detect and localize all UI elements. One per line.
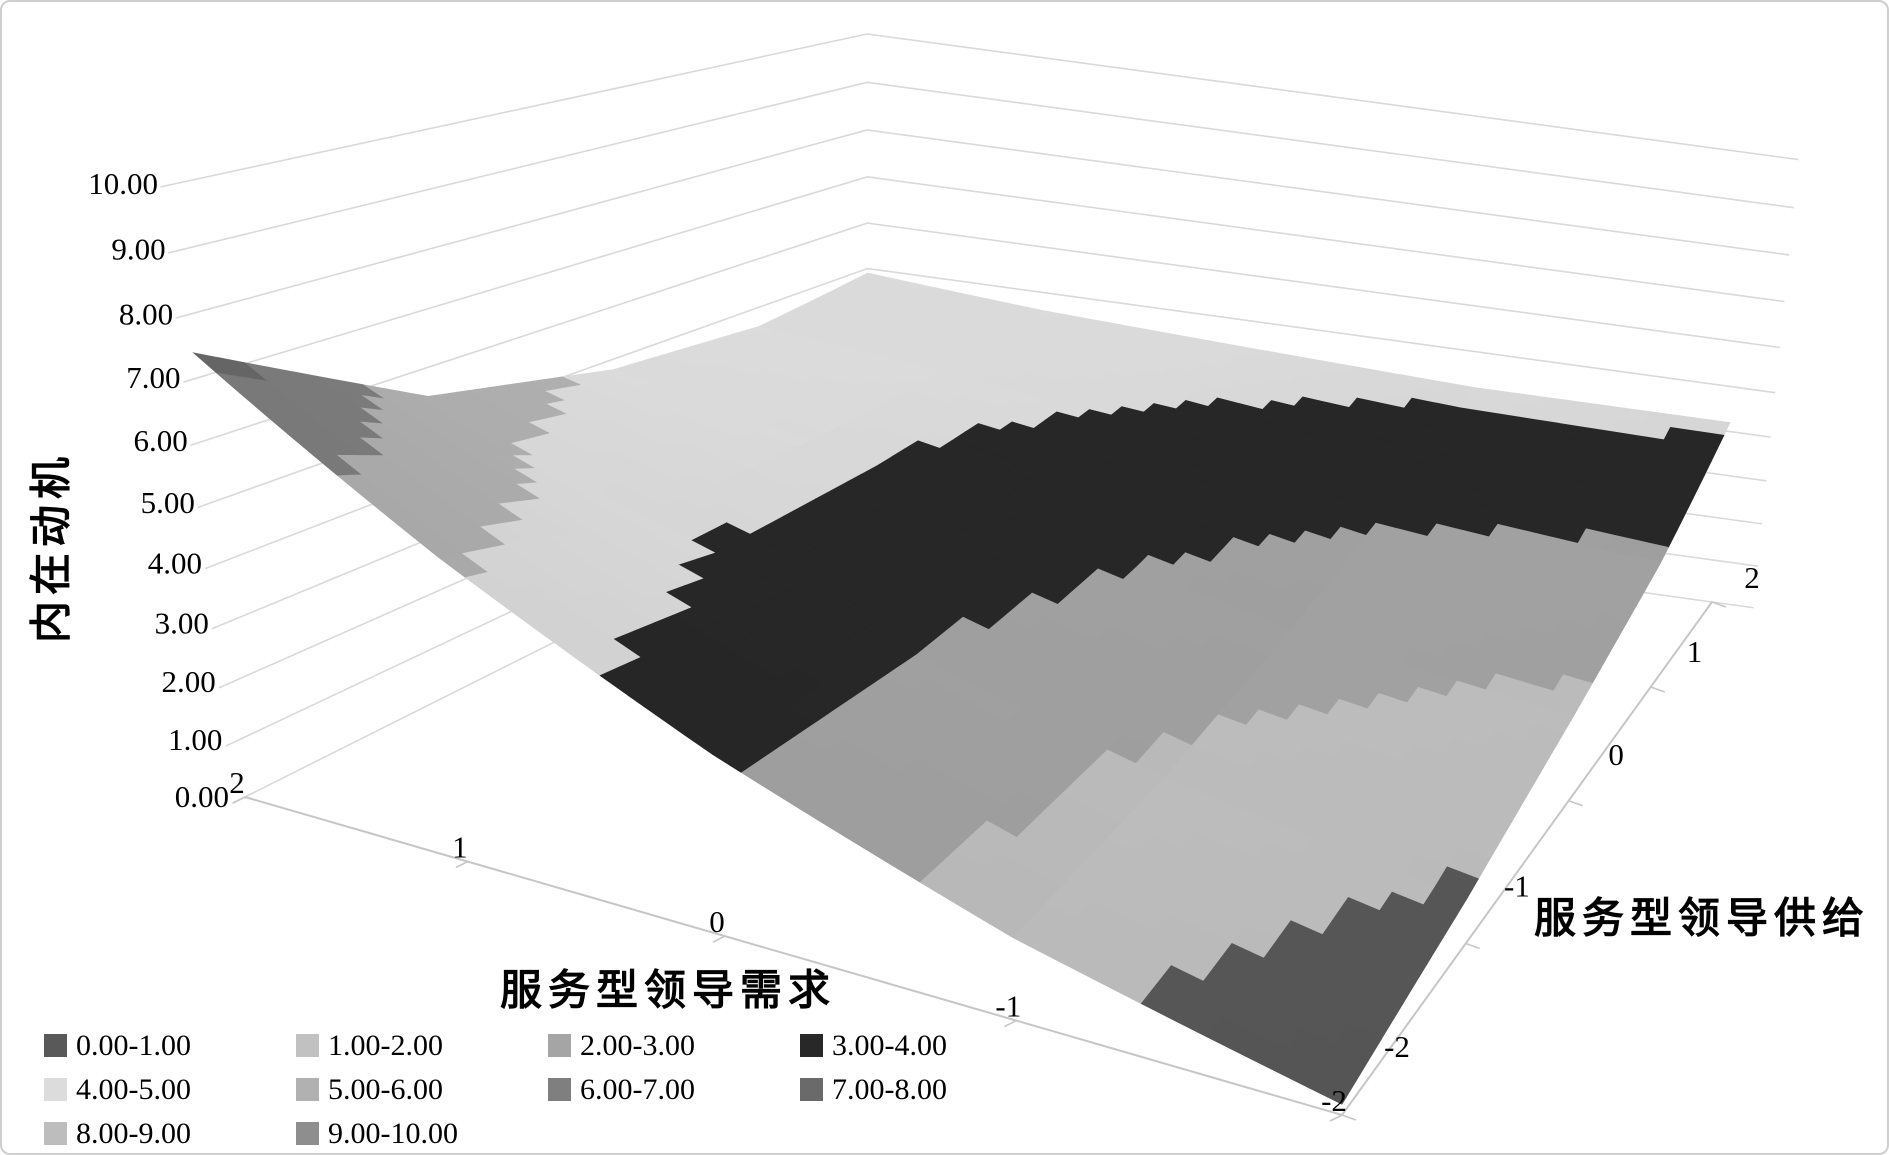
axis-lines xyxy=(232,601,1727,1122)
category-axis-tick-label: 2 xyxy=(229,765,245,800)
value-axis-tick-label: 9.00 xyxy=(111,232,165,267)
legend-swatch-icon xyxy=(548,1034,571,1057)
legend-label: 6.00-7.00 xyxy=(580,1072,695,1106)
legend-swatch-icon xyxy=(296,1078,319,1101)
legend-label: 9.00-10.00 xyxy=(328,1116,458,1150)
category-axis-tick-label: 1 xyxy=(452,830,468,865)
legend-item: 0.00-1.00 xyxy=(44,1030,296,1061)
legend-label: 3.00-4.00 xyxy=(832,1028,947,1062)
legend-item: 7.00-8.00 xyxy=(800,1074,1052,1105)
legend-item: 5.00-6.00 xyxy=(296,1074,548,1105)
value-axis-tick-label: 3.00 xyxy=(155,605,209,640)
legend-swatch-icon xyxy=(44,1034,67,1057)
category-axis-tick-label: 0 xyxy=(709,904,725,939)
series-axis-tick-label: -1 xyxy=(1504,868,1530,903)
legend-item: 2.00-3.00 xyxy=(548,1030,800,1061)
legend-swatch-icon xyxy=(800,1034,823,1057)
value-axis-title: 内在动机 xyxy=(29,450,76,644)
legend-label: 8.00-9.00 xyxy=(76,1116,191,1150)
legend-swatch-icon xyxy=(296,1034,319,1057)
series-axis-title: 服务型领导供给 xyxy=(1533,896,1871,943)
category-axis-title: 服务型领导需求 xyxy=(499,968,837,1015)
legend-item: 8.00-9.00 xyxy=(44,1118,296,1149)
legend-item: 6.00-7.00 xyxy=(548,1074,800,1105)
legend-item: 1.00-2.00 xyxy=(296,1030,548,1061)
value-axis-tick-label: 8.00 xyxy=(119,296,173,331)
value-axis-tick-label: 2.00 xyxy=(161,664,215,699)
legend-label: 2.00-3.00 xyxy=(580,1028,695,1062)
chart-legend: 0.00-1.00 1.00-2.00 2.00-3.00 3.00-4.00 4.00… xyxy=(44,1030,1104,1149)
legend-label: 7.00-8.00 xyxy=(832,1072,947,1106)
surface-bands xyxy=(192,272,1731,1105)
legend-swatch-icon xyxy=(44,1078,67,1101)
value-axis-tick-label: 1.00 xyxy=(168,722,222,757)
category-axis-tick-label: -2 xyxy=(1321,1083,1347,1118)
series-axis-tick-label: 2 xyxy=(1744,560,1760,595)
legend-label: 5.00-6.00 xyxy=(328,1072,443,1106)
legend-label: 4.00-5.00 xyxy=(76,1072,191,1106)
category-axis-tick-label: -1 xyxy=(995,989,1021,1024)
legend-label: 1.00-2.00 xyxy=(328,1028,443,1062)
value-axis-tick-label: 7.00 xyxy=(126,360,180,395)
value-axis-tick-label: 10.00 xyxy=(88,166,158,201)
legend-swatch-icon xyxy=(800,1078,823,1101)
value-axis-tick-label: 0.00 xyxy=(175,779,229,814)
value-axis-tick-label: 5.00 xyxy=(141,485,195,520)
series-axis-tick-label: 1 xyxy=(1687,634,1703,669)
legend-swatch-icon xyxy=(44,1122,67,1145)
axis-tick-labels: 0.00 1.00 2.00 3.00 4.00 5.00 6.00 7.00 8.00 9.00… xyxy=(88,166,1760,1118)
legend-swatch-icon xyxy=(296,1122,319,1145)
series-axis-tick-label: 0 xyxy=(1608,737,1624,772)
legend-item: 4.00-5.00 xyxy=(44,1074,296,1105)
legend-label: 0.00-1.00 xyxy=(76,1028,191,1062)
legend-item: 3.00-4.00 xyxy=(800,1030,1052,1061)
legend-swatch-icon xyxy=(548,1078,571,1101)
value-axis-tick-label: 4.00 xyxy=(148,546,202,581)
series-axis-tick-label: -2 xyxy=(1384,1029,1410,1064)
value-axis-tick-label: 6.00 xyxy=(134,423,188,458)
legend-item: 9.00-10.00 xyxy=(296,1118,548,1149)
